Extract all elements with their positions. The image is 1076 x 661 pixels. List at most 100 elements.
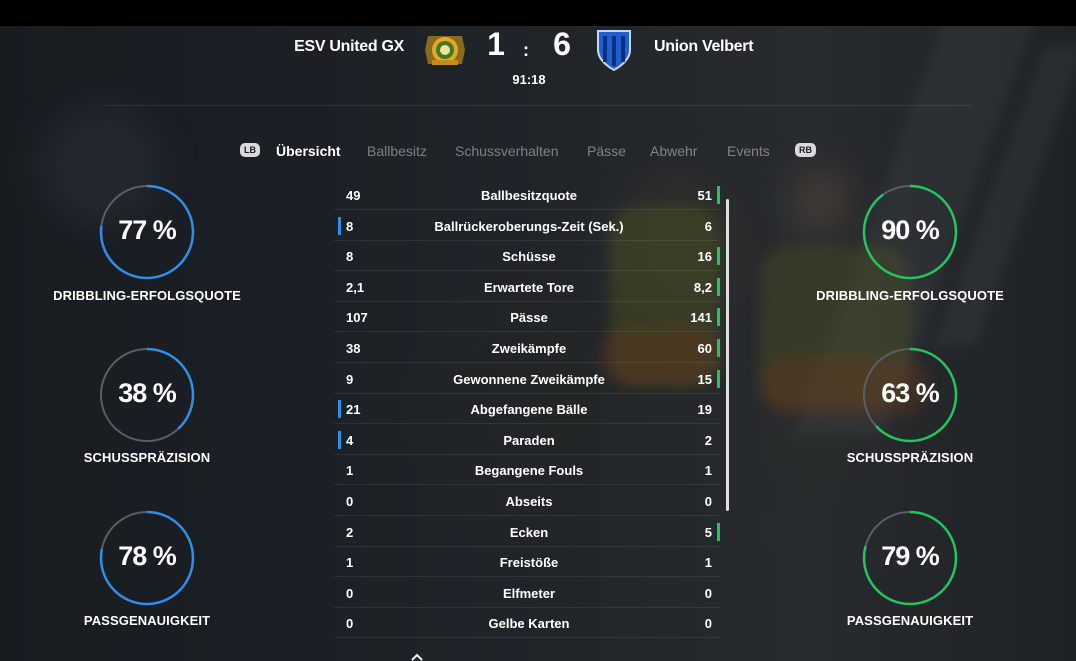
home-stat-ring: 77 % bbox=[97, 182, 197, 282]
away-stat-value: 141 bbox=[690, 310, 712, 326]
away-ring-label: DRIBBLING-ERFOLGSQUOTE bbox=[816, 288, 1004, 303]
stat-row: 0 Elfmeter 0 bbox=[334, 578, 720, 608]
stat-row: 38 Zweikämpfe 60 bbox=[334, 333, 720, 363]
ring-progress-arc bbox=[99, 184, 195, 280]
tab-paesse[interactable]: Pässe bbox=[587, 143, 626, 159]
tab-schussverhalten[interactable]: Schussverhalten bbox=[455, 143, 559, 159]
stat-label: Schüsse bbox=[502, 249, 556, 265]
away-leader-marker bbox=[717, 186, 720, 204]
stat-row: 2,1 Erwartete Tore 8,2 bbox=[334, 272, 720, 302]
away-leader-marker bbox=[717, 277, 720, 296]
stat-row: 0 Gelbe Karten 0 bbox=[334, 608, 720, 639]
stats-scrollbar[interactable] bbox=[726, 199, 729, 511]
ring-percentage: 38 % bbox=[118, 378, 177, 408]
home-ring-label: DRIBBLING-ERFOLGSQUOTE bbox=[53, 288, 241, 303]
stat-label: Paraden bbox=[503, 432, 555, 448]
tab-ballbesitz[interactable]: Ballbesitz bbox=[367, 143, 427, 159]
home-ring-label: SCHUSSPRÄZISION bbox=[83, 450, 211, 465]
home-team-name: ESV United GX bbox=[294, 38, 404, 55]
ring-progress-arc bbox=[862, 184, 958, 280]
match-clock: 91:18 bbox=[512, 72, 546, 87]
tab-abwehr[interactable]: Abwehr bbox=[650, 143, 698, 159]
header-divider bbox=[105, 105, 971, 106]
stat-row: 8 Schüsse 16 bbox=[334, 241, 720, 272]
home-stat-value: 107 bbox=[346, 310, 368, 326]
away-stat-value: 6 bbox=[704, 218, 712, 234]
away-stat-value: 2 bbox=[704, 432, 712, 448]
stat-row: 1 Begangene Fouls 1 bbox=[334, 455, 720, 486]
stat-label: Abseits bbox=[505, 494, 553, 509]
ring-percentage: 90 % bbox=[881, 215, 940, 245]
away-leader-marker bbox=[717, 522, 720, 541]
away-team-name: Union Velbert bbox=[654, 38, 754, 55]
stats-tab-bar: LB Übersicht Ballbesitz Schussverhalten … bbox=[0, 142, 1076, 162]
stat-row: 107 Pässe 141 bbox=[334, 302, 720, 333]
stat-label: Pässe bbox=[510, 310, 548, 326]
stat-row: 0 Abseits 0 bbox=[334, 486, 720, 516]
home-stat-value: 2,1 bbox=[346, 279, 365, 295]
home-stat-value: 2 bbox=[346, 524, 354, 540]
away-score: 6 bbox=[553, 26, 571, 62]
ring-gauge bbox=[99, 184, 195, 280]
away-stat-ring: 90 % bbox=[860, 182, 960, 282]
stat-label: Ballrückeroberungs-Zeit (Sek.) bbox=[434, 218, 624, 234]
away-leader-marker bbox=[717, 339, 720, 357]
stat-label: Gewonnene Zweikämpfe bbox=[453, 371, 605, 387]
home-leader-marker bbox=[338, 430, 341, 449]
union-velbert-crest-icon bbox=[597, 30, 631, 72]
home-stat-value: 21 bbox=[346, 402, 361, 418]
ring-progress-arc bbox=[862, 510, 958, 606]
stat-row: 1 Freistöße 1 bbox=[334, 547, 720, 578]
stat-label: Zweikämpfe bbox=[491, 341, 567, 356]
ring-gauge bbox=[862, 510, 958, 606]
away-stat-value: 60 bbox=[697, 341, 712, 356]
ring-percentage: 77 % bbox=[118, 215, 177, 245]
away-stat-value: 8,2 bbox=[693, 279, 712, 295]
stat-label: Freistöße bbox=[499, 555, 559, 571]
away-stat-value: 0 bbox=[704, 494, 712, 509]
home-stat-value: 9 bbox=[346, 371, 354, 387]
away-stat-value: 51 bbox=[697, 188, 712, 203]
ring-gauge bbox=[862, 347, 958, 443]
home-score: 1 bbox=[487, 26, 505, 62]
stat-row: 9 Gewonnene Zweikämpfe 15 bbox=[334, 364, 720, 394]
ring-percentage: 79 % bbox=[881, 541, 940, 571]
away-ring-label: SCHUSSPRÄZISION bbox=[846, 450, 974, 465]
home-stat-value: 8 bbox=[346, 218, 354, 234]
home-stat-ring: 38 % bbox=[97, 345, 197, 445]
ring-percentage: 78 % bbox=[118, 541, 177, 571]
blurred-background bbox=[0, 26, 1076, 661]
tab-uebersicht[interactable]: Übersicht bbox=[276, 143, 341, 159]
home-stat-value: 0 bbox=[346, 616, 354, 632]
away-stat-value: 15 bbox=[697, 371, 712, 387]
score-separator: : bbox=[523, 40, 529, 60]
ring-gauge bbox=[99, 347, 195, 443]
home-stat-ring: 78 % bbox=[97, 508, 197, 608]
home-stat-value: 49 bbox=[346, 188, 361, 203]
away-stat-value: 1 bbox=[704, 463, 712, 479]
away-stat-ring: 79 % bbox=[860, 508, 960, 608]
tab-events[interactable]: Events bbox=[727, 143, 770, 159]
away-stat-value: 19 bbox=[697, 402, 712, 418]
away-stat-value: 5 bbox=[704, 524, 712, 540]
stat-label: Gelbe Karten bbox=[488, 616, 570, 632]
stat-row: 49 Ballbesitzquote 51 bbox=[334, 180, 720, 210]
ring-gauge bbox=[99, 510, 195, 606]
ring-progress-arc bbox=[862, 347, 958, 443]
home-stat-value: 38 bbox=[346, 341, 361, 356]
lb-button-icon[interactable]: LB bbox=[240, 143, 260, 157]
home-stat-value: 1 bbox=[346, 555, 354, 571]
home-stat-value: 0 bbox=[346, 494, 354, 509]
away-stat-value: 1 bbox=[704, 555, 712, 571]
home-leader-marker bbox=[338, 400, 341, 419]
away-stat-value: 16 bbox=[697, 249, 712, 265]
stat-label: Elfmeter bbox=[502, 585, 556, 601]
stat-label: Erwartete Tore bbox=[483, 279, 575, 295]
away-stat-value: 0 bbox=[704, 585, 712, 601]
esv-united-crest-icon bbox=[425, 36, 465, 65]
away-leader-marker bbox=[717, 308, 720, 327]
away-ring-label: PASSGENAUIGKEIT bbox=[846, 613, 974, 628]
stat-label: Begangene Fouls bbox=[474, 463, 584, 479]
rb-button-icon[interactable]: RB bbox=[795, 143, 816, 157]
ring-progress-arc bbox=[99, 510, 195, 606]
